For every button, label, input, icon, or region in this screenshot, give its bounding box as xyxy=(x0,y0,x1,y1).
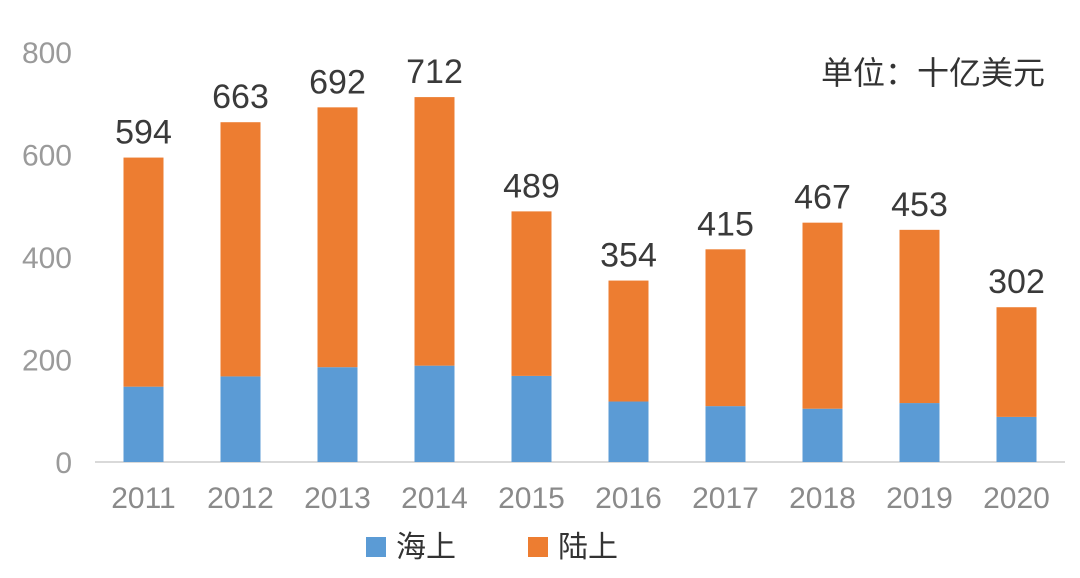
bar-segment-onshore xyxy=(996,307,1037,417)
x-tick-label: 2014 xyxy=(401,482,468,515)
x-tick-label: 2015 xyxy=(498,482,565,515)
x-tick-label: 2020 xyxy=(983,482,1050,515)
x-tick-label: 2011 xyxy=(111,482,176,515)
x-tick-label: 2016 xyxy=(595,482,662,515)
bar-segment-onshore xyxy=(511,211,552,376)
x-axis: 2011 2012 2013 2014 2015 2016 2017 2018 2019 2020 xyxy=(111,482,1050,515)
bar-segment-onshore xyxy=(220,122,261,377)
bar-segment-offshore xyxy=(899,403,940,462)
data-label: 302 xyxy=(988,263,1045,301)
data-label: 415 xyxy=(697,205,754,243)
y-tick-label: 800 xyxy=(22,37,72,70)
unit-note: 单位：十亿美元 xyxy=(821,54,1045,92)
bar-segment-onshore xyxy=(899,229,940,404)
data-label: 489 xyxy=(503,167,560,205)
data-label: 663 xyxy=(212,78,269,116)
y-tick-label: 600 xyxy=(22,140,72,173)
data-label: 354 xyxy=(600,237,657,275)
bar-segment-offshore xyxy=(705,406,746,462)
data-label: 453 xyxy=(891,186,948,224)
bar-segment-offshore xyxy=(608,401,649,462)
bar-segment-onshore xyxy=(123,157,164,387)
legend-label: 海上 xyxy=(396,530,456,565)
y-tick-label: 200 xyxy=(22,345,72,378)
y-tick-label: 0 xyxy=(55,447,72,480)
bars-group xyxy=(123,97,1037,462)
bar-segment-offshore xyxy=(511,375,552,462)
x-tick-label: 2018 xyxy=(789,482,856,515)
bar-segment-onshore xyxy=(317,107,358,368)
x-tick-label: 2019 xyxy=(886,482,953,515)
x-tick-label: 2013 xyxy=(304,482,371,515)
data-label: 594 xyxy=(115,114,172,152)
bar-segment-onshore xyxy=(414,97,455,366)
data-label: 692 xyxy=(309,63,366,101)
legend-swatch xyxy=(528,537,548,557)
legend-label: 陆上 xyxy=(558,530,618,565)
bar-segment-offshore xyxy=(220,376,261,462)
legend-swatch xyxy=(366,537,386,557)
bar-segment-onshore xyxy=(802,222,843,409)
data-label: 712 xyxy=(406,53,463,91)
legend: 海上 陆上 xyxy=(366,530,618,565)
bar-segment-offshore xyxy=(317,367,358,462)
data-labels-group: 594 663 692 712 489 354 415 467 453 302 xyxy=(115,53,1045,301)
bar-segment-onshore xyxy=(608,280,649,402)
bar-segment-onshore xyxy=(705,249,746,407)
data-label: 467 xyxy=(794,179,851,217)
bar-segment-offshore xyxy=(996,416,1037,462)
x-tick-label: 2012 xyxy=(207,482,274,515)
bar-segment-offshore xyxy=(802,408,843,462)
y-tick-label: 400 xyxy=(22,242,72,275)
y-axis: 0 200 400 600 800 xyxy=(22,37,72,480)
bar-segment-offshore xyxy=(123,386,164,462)
bar-segment-offshore xyxy=(414,365,455,462)
x-tick-label: 2017 xyxy=(692,482,759,515)
